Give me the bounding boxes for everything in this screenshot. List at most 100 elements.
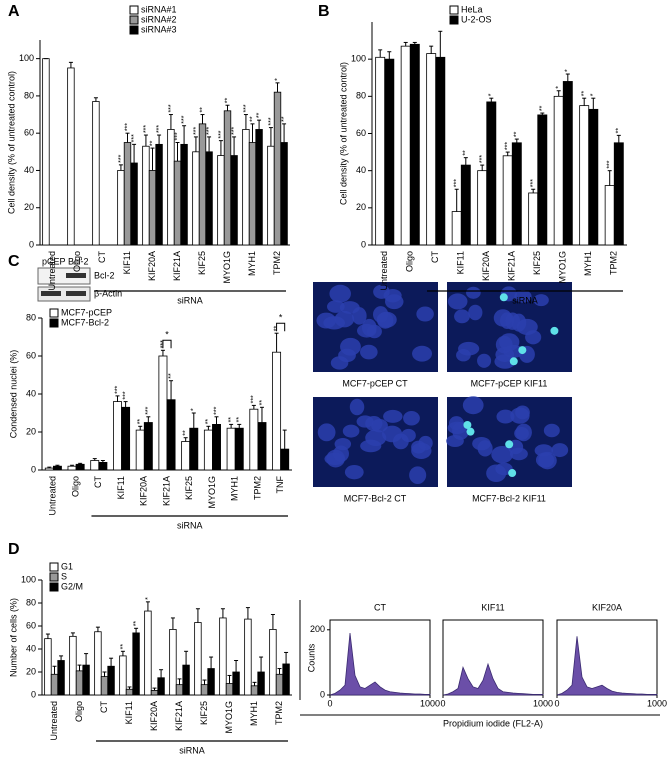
x-tick-label: KIF21A <box>172 251 182 281</box>
bar <box>157 677 165 696</box>
error-bar <box>193 136 198 152</box>
blot-strip <box>37 267 91 285</box>
bar <box>553 95 564 246</box>
y-tick-label: 40 <box>26 388 36 398</box>
nucleus <box>499 333 520 351</box>
bar <box>192 151 200 246</box>
x-tick-label: 0 <box>554 698 559 708</box>
bar <box>537 114 548 246</box>
bar <box>135 429 145 471</box>
significance: *** <box>268 117 275 125</box>
legend-swatch <box>49 318 59 328</box>
significance: * <box>274 78 281 81</box>
error-bar <box>489 97 494 102</box>
error-bar <box>591 97 596 110</box>
condensed-nucleus <box>509 357 518 366</box>
error-bar <box>146 416 151 423</box>
nucleus <box>371 418 388 433</box>
error-bar <box>259 406 264 423</box>
nucleus <box>505 312 521 330</box>
bar <box>150 690 159 696</box>
nucleus <box>383 409 403 423</box>
error-bar <box>378 49 383 58</box>
bar <box>207 668 215 696</box>
bar <box>144 610 152 696</box>
bar <box>579 105 590 246</box>
bar <box>100 676 109 696</box>
blot-band <box>41 291 61 296</box>
x-tick-label: KIF11 <box>116 476 126 499</box>
nucleus <box>509 447 528 461</box>
bar <box>90 460 100 471</box>
significance: *** <box>479 155 486 163</box>
bar <box>203 429 213 471</box>
error-bar <box>127 686 132 690</box>
x-tick-label: Untreated <box>47 251 57 291</box>
histogram-area <box>329 632 431 696</box>
nucleus <box>494 354 516 369</box>
bar <box>42 58 50 246</box>
x-tick-label: Untreated <box>379 251 389 291</box>
error-bar <box>275 82 280 93</box>
bar <box>280 142 288 246</box>
significance: *** <box>122 391 129 399</box>
bar <box>175 684 184 696</box>
comparison-star: * <box>165 330 169 340</box>
nucleus <box>446 435 464 448</box>
bar <box>155 143 163 246</box>
error-bar <box>123 401 128 408</box>
bar <box>511 142 522 246</box>
significance: ** <box>228 417 235 423</box>
bar <box>280 448 290 471</box>
micrograph-caption: MCF7-Bcl-2 KIF11 <box>472 493 546 503</box>
bar <box>604 185 615 246</box>
error-bar <box>232 136 237 156</box>
error-bar <box>109 657 114 667</box>
y-tick-label: 40 <box>26 643 36 653</box>
nucleus <box>403 410 420 426</box>
x-tick-label: KIF11 <box>456 251 466 274</box>
significance: *** <box>213 406 220 414</box>
nucleus <box>515 423 532 442</box>
error-bar <box>207 136 212 152</box>
error-bar <box>531 188 536 193</box>
significance: * <box>590 93 597 96</box>
error-bar <box>514 138 519 143</box>
bar <box>189 427 199 471</box>
error-bar <box>183 437 188 442</box>
bar <box>249 408 259 471</box>
bar <box>166 399 176 471</box>
error-bar <box>70 632 75 637</box>
bar <box>219 617 227 696</box>
y-tick-label: 40 <box>356 165 366 175</box>
micrograph-caption: MCF7-pCEP CT <box>342 378 408 388</box>
error-bar <box>218 140 223 156</box>
significance: *** <box>174 132 181 140</box>
bar <box>400 45 411 246</box>
y-axis-label: Number of cells (%) <box>8 598 18 677</box>
bar <box>113 401 122 471</box>
blot-strip <box>37 286 91 302</box>
bar <box>275 673 284 696</box>
error-bar <box>252 681 257 686</box>
bar <box>148 170 157 246</box>
y-tick-label: 20 <box>26 666 36 676</box>
error-bar <box>540 112 545 115</box>
significance: *** <box>124 123 131 131</box>
error-bar <box>556 90 561 97</box>
bar <box>269 629 277 696</box>
significance: ** <box>281 116 288 122</box>
condensed-nucleus <box>463 420 472 429</box>
significance: ** <box>256 112 263 118</box>
bar <box>50 673 59 696</box>
bar <box>194 622 202 696</box>
significance: ** <box>539 105 546 111</box>
comparison-star: * <box>279 313 283 323</box>
error-bar <box>77 664 82 671</box>
condensed-nucleus <box>550 326 559 335</box>
nucleus <box>510 407 530 424</box>
y-tick-label: 100 <box>351 54 366 64</box>
significance: *** <box>251 395 258 403</box>
x-tick-label: 1000 <box>647 698 667 708</box>
legend-label: HeLa <box>461 4 483 14</box>
